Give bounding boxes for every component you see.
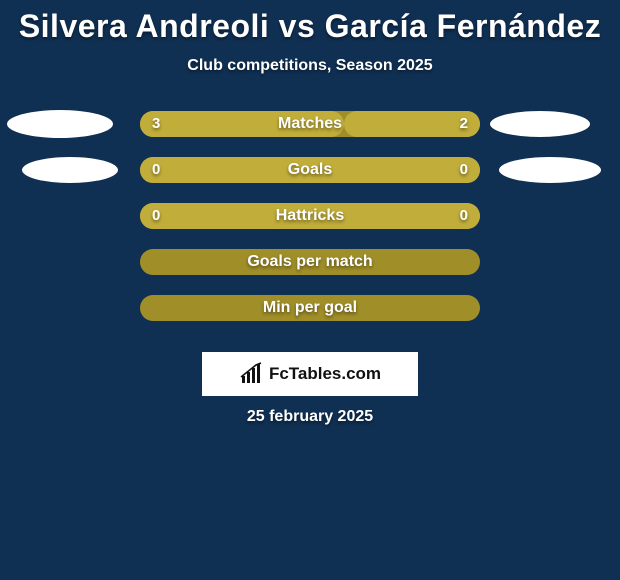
player-left-marker: [22, 157, 118, 183]
stats-container: 32Matches 00Goals 00Hattricks Goals per mat…: [0, 111, 620, 341]
stat-label: Goals per match: [140, 249, 480, 275]
stat-bar: 00Hattricks: [140, 203, 480, 229]
chart-icon: [239, 362, 263, 386]
stat-row: 00Hattricks: [0, 203, 620, 249]
stat-bar: Min per goal: [140, 295, 480, 321]
generated-date: 25 february 2025: [0, 408, 620, 426]
stat-label: Matches: [140, 111, 480, 137]
watermark-text: FcTables.com: [269, 364, 381, 384]
player-left-marker: [7, 110, 113, 138]
stat-bar: 32Matches: [140, 111, 480, 137]
stat-row: Min per goal: [0, 295, 620, 341]
comparison-subtitle: Club competitions, Season 2025: [0, 57, 620, 75]
stat-row: Goals per match: [0, 249, 620, 295]
stat-bar: Goals per match: [140, 249, 480, 275]
stat-label: Goals: [140, 157, 480, 183]
watermark: FcTables.com: [202, 352, 418, 396]
comparison-title: Silvera Andreoli vs García Fernández: [0, 0, 620, 45]
stat-label: Min per goal: [140, 295, 480, 321]
player-right-marker: [490, 111, 590, 137]
stat-label: Hattricks: [140, 203, 480, 229]
player-right-marker: [499, 157, 601, 183]
stat-bar: 00Goals: [140, 157, 480, 183]
